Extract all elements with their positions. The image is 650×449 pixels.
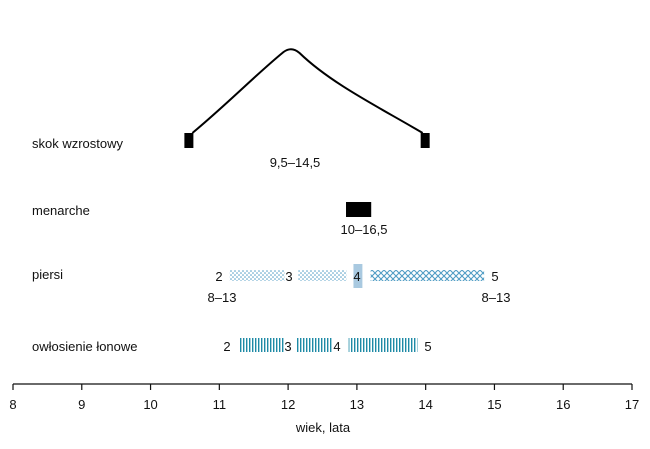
pubic-hair-stage-5-label: 5 bbox=[424, 339, 431, 354]
growth-spurt-range-label: 9,5–14,5 bbox=[270, 155, 321, 170]
pubic-hair-stage-4-label: 4 bbox=[333, 339, 340, 354]
x-tick-label-10: 10 bbox=[143, 397, 157, 412]
row-label-breasts: piersi bbox=[32, 267, 63, 282]
pubic-hair-stage-3-4-bar bbox=[296, 338, 333, 352]
pubic-hair-stage-4-5-bar bbox=[348, 338, 418, 352]
breasts-stage-3-bar bbox=[298, 270, 347, 281]
x-tick-label-16: 16 bbox=[556, 397, 570, 412]
growth-spurt-end-marker bbox=[420, 133, 430, 148]
growth-spurt-curve bbox=[191, 48, 424, 134]
x-tick-label-14: 14 bbox=[418, 397, 432, 412]
x-tick-label-13: 13 bbox=[350, 397, 364, 412]
breasts-stage-2-label: 2 bbox=[215, 269, 222, 284]
x-axis: 8 9 10 11 12 13 14 15 16 17 wiek, lata bbox=[9, 383, 639, 435]
menarche-marker bbox=[346, 202, 372, 217]
pubic-hair-stage-3-label: 3 bbox=[284, 339, 291, 354]
pubic-hair-stage-2-3-bar bbox=[239, 338, 285, 352]
x-tick-label-15: 15 bbox=[487, 397, 501, 412]
row-label-pubic-hair: owłosienie łonowe bbox=[32, 339, 138, 354]
row-label-menarche: menarche bbox=[32, 203, 90, 218]
x-tick-label-8: 8 bbox=[9, 397, 16, 412]
x-axis-ticks: 8 9 10 11 12 13 14 15 16 17 bbox=[9, 384, 639, 412]
breasts-stage-2-range-label: 8–13 bbox=[208, 290, 237, 305]
row-label-growth-spurt: skok wzrostowy bbox=[32, 136, 124, 151]
breasts-stage-4-bar bbox=[353, 264, 363, 288]
breasts-stage-2-bar bbox=[229, 270, 285, 281]
growth-spurt-start-marker bbox=[184, 133, 194, 148]
x-tick-label-11: 11 bbox=[213, 397, 227, 412]
breasts-stage-4-5-bar bbox=[370, 270, 485, 281]
breasts-stage-4-label: 4 bbox=[353, 269, 360, 284]
x-tick-label-12: 12 bbox=[281, 397, 295, 412]
breasts-stage-5-label: 5 bbox=[491, 269, 498, 284]
breasts-stage-5-range-label: 8–13 bbox=[482, 290, 511, 305]
breasts-stage-3-label: 3 bbox=[285, 269, 292, 284]
pubic-hair-stage-2-label: 2 bbox=[223, 339, 230, 354]
x-axis-label: wiek, lata bbox=[295, 420, 351, 435]
x-tick-label-17: 17 bbox=[625, 397, 639, 412]
menarche-range-label: 10–16,5 bbox=[341, 222, 388, 237]
x-tick-label-9: 9 bbox=[78, 397, 85, 412]
